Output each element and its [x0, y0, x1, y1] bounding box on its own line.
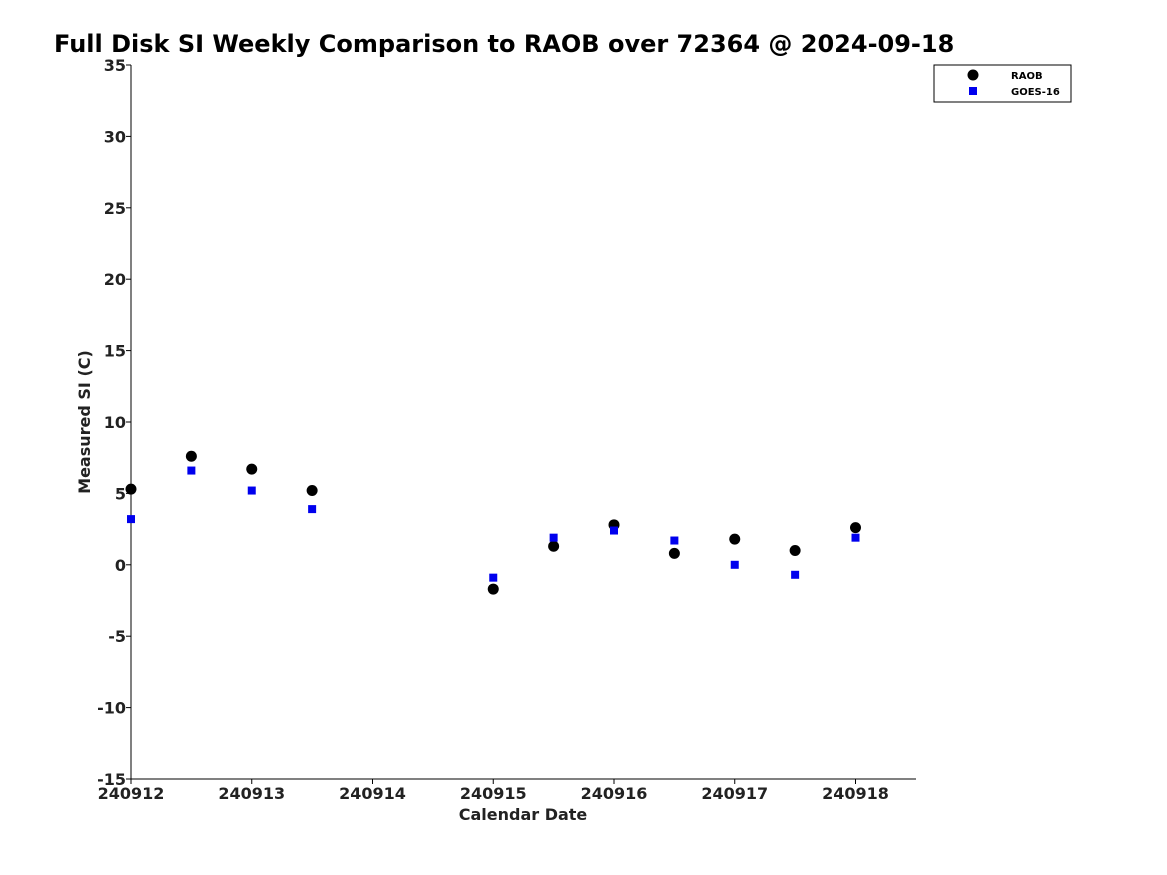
- data-points: [125, 450, 861, 595]
- point-goes16: [187, 466, 196, 475]
- legend-label-raob: RAOB: [1011, 71, 1043, 82]
- legend-marker-raob: [967, 69, 979, 81]
- x-ticks: 240912 240913 240914 240915 240916 240917 2409…: [98, 779, 889, 803]
- axes: [130, 65, 916, 780]
- y-tick-label: 20: [104, 270, 126, 289]
- y-tick-label: 15: [104, 342, 126, 361]
- point-raob: [185, 450, 197, 462]
- point-raob: [789, 545, 801, 557]
- y-tick-label: 30: [104, 127, 126, 146]
- x-tick-label: 240918: [822, 784, 889, 803]
- y-ticks: -15 -10 -5 0 5 10 15 20 25 30 35: [97, 56, 131, 789]
- y-tick-label: 10: [104, 413, 126, 432]
- y-axis-label: Measured SI (C): [75, 350, 94, 494]
- chart-title: Full Disk SI Weekly Comparison to RAOB o…: [54, 30, 954, 58]
- x-tick-label: 240915: [460, 784, 527, 803]
- x-tick-label: 240912: [98, 784, 165, 803]
- x-tick-label: 240914: [339, 784, 406, 803]
- y-tick-label: -15: [97, 770, 126, 789]
- point-goes16: [127, 515, 135, 524]
- point-goes16: [730, 560, 739, 569]
- legend: RAOB GOES-16: [933, 64, 1072, 103]
- y-tick-label: 35: [104, 56, 126, 75]
- point-goes16: [791, 570, 800, 579]
- point-raob: [306, 485, 318, 497]
- point-raob: [668, 547, 680, 559]
- point-goes16: [247, 486, 256, 495]
- y-tick-label: -10: [97, 699, 126, 718]
- y-tick-label: 25: [104, 199, 126, 218]
- point-goes16: [610, 526, 618, 535]
- legend-label-goes16: GOES-16: [1011, 87, 1060, 98]
- y-tick-label: 0: [115, 556, 126, 575]
- x-tick-label: 240917: [701, 784, 768, 803]
- point-raob: [487, 583, 499, 595]
- legend-box: [933, 64, 1072, 103]
- y-tick-label: -5: [108, 627, 126, 646]
- point-raob: [125, 483, 137, 495]
- legend-marker-goes16: [969, 87, 977, 95]
- point-raob: [548, 540, 560, 552]
- x-tick-label: 240913: [218, 784, 285, 803]
- y-tick-label: 5: [115, 484, 126, 503]
- x-tick-label: 240916: [581, 784, 648, 803]
- point-raob: [729, 533, 741, 545]
- point-goes16: [670, 536, 679, 545]
- point-goes16: [549, 533, 558, 542]
- point-raob: [850, 522, 861, 534]
- point-goes16: [489, 573, 498, 582]
- point-raob: [246, 463, 258, 475]
- point-goes16: [851, 533, 860, 542]
- x-axis-label: Calendar Date: [459, 805, 588, 824]
- point-goes16: [308, 505, 317, 514]
